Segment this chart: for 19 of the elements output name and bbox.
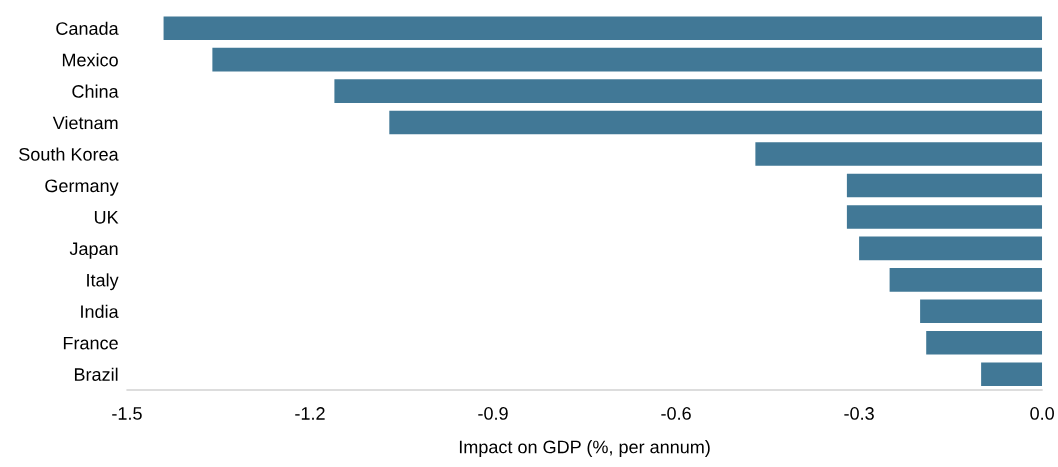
y-tick-label: Mexico (62, 53, 118, 67)
x-axis-title: Impact on GDP (%, per annum) (459, 440, 710, 457)
x-tick-label: -1.5 (112, 407, 142, 420)
y-tick-label: France (63, 336, 118, 350)
y-tick-label: Italy (87, 273, 119, 291)
x-tick-label: 0.0 (1030, 407, 1054, 420)
y-tick-label: China (72, 84, 119, 98)
y-tick-label: UK (94, 211, 119, 224)
x-tick-label: -0.3 (844, 407, 874, 420)
y-tick-label: Vietnam (52, 116, 118, 130)
y-tick-label: Japan (69, 242, 118, 259)
x-tick-label: -0.9 (478, 407, 508, 420)
y-tick-label: Germany (45, 179, 119, 196)
y-tick-label: India (81, 304, 119, 319)
y-tick-label: Canada (56, 21, 119, 35)
y-tick-label: Brazil (74, 367, 118, 381)
x-tick-label: -1.2 (295, 407, 325, 420)
y-tick-label: South Korea (19, 147, 119, 161)
x-tick-label: -0.6 (661, 407, 691, 420)
